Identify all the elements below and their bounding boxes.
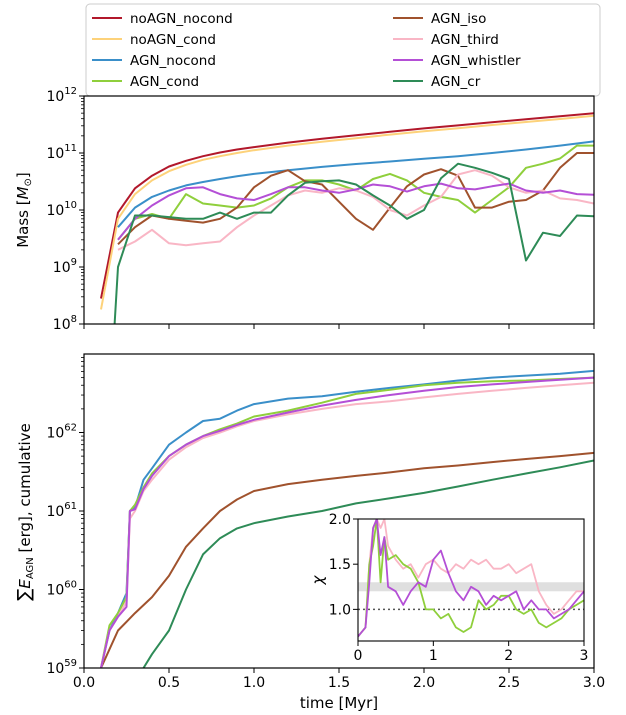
chi-inset-frame — [357, 518, 585, 642]
energy-axis-label: ∑EAGN [erg], cumulative — [14, 423, 36, 601]
chi-axis-label: χ — [309, 574, 327, 585]
legend: noAGN_nocond noAGN_cond AGN_nocond AGN_cond… — [85, 3, 601, 97]
energy-axis-label-symbol: E — [16, 579, 34, 589]
energy-ytick-label: 1060 — [46, 580, 77, 599]
energy-series-agn-iso — [100, 451, 594, 668]
mass-series-noagn-cond — [100, 114, 594, 310]
chi-xtick-label: 2 — [504, 648, 513, 664]
mass-axis-label: Mass [M⊙] — [14, 172, 34, 248]
energy-xtick-label: 1.0 — [243, 675, 265, 691]
mass-ytick-label: 1012 — [46, 86, 77, 105]
energy-ytick-label: 1062 — [46, 423, 77, 442]
mass-series-noagn-nocond — [100, 112, 594, 299]
energy-xtick-label: 0.0 — [73, 675, 95, 691]
mass-axis-label-symbol: M — [14, 186, 32, 199]
mass-series-agn-cr — [113, 162, 594, 324]
legend-label-agn-cr: AGN_cr — [431, 74, 481, 90]
mass-ytick-label: 1011 — [46, 143, 77, 162]
chi-series-agn-whistler — [358, 519, 584, 638]
chi-series-agn-cond — [358, 519, 584, 638]
energy-series-agn-whistler — [100, 376, 594, 668]
energy-xtick-label: 2.0 — [413, 675, 435, 691]
chi-series-agn-third — [358, 519, 584, 638]
mass-axis-label-sub: ⊙ — [23, 178, 34, 186]
chi-xtick-label: 0 — [354, 648, 363, 664]
chi-inset-background — [358, 519, 584, 641]
mass-ytick-label: 109 — [53, 257, 77, 276]
energy-axis-label-suffix: [erg], cumulative — [16, 423, 34, 557]
energy-xtick-label: 2.5 — [498, 675, 520, 691]
chi-xtick-label: 3 — [580, 648, 589, 664]
chi-xtick-label: 1 — [429, 648, 438, 664]
chi-ytick-label: 2.0 — [329, 512, 351, 528]
energy-xtick-label: 1.5 — [328, 675, 350, 691]
energy-panel: 0.0 0.5 1.0 1.5 2.0 2.5 3.0 1059 1060 1061 1062 ∑E… — [14, 353, 605, 712]
energy-axis-label-sub: AGN — [25, 557, 36, 579]
chi-inset: 0 1 2 3 1.0 1.5 2.0 χ — [309, 512, 588, 664]
legend-label-noagn-nocond: noAGN_nocond — [130, 11, 233, 27]
energy-ytick-label: 1061 — [46, 501, 77, 520]
legend-label-agn-iso: AGN_iso — [431, 11, 486, 27]
mass-axis-label-prefix: Mass [ — [14, 199, 32, 247]
energy-xtick-label: 0.5 — [158, 675, 180, 691]
mass-ytick-label: 108 — [53, 314, 77, 333]
legend-label-noagn-cond: noAGN_cond — [130, 32, 216, 48]
legend-label-agn-nocond: AGN_nocond — [130, 53, 216, 69]
energy-ytick-label: 1059 — [46, 658, 77, 677]
mass-axis-label-suffix: ] — [14, 172, 32, 178]
energy-axis-label-sum: ∑ — [14, 589, 35, 601]
energy-series-agn-cr — [142, 459, 594, 668]
x-axis-label: time [Myr] — [300, 694, 378, 712]
mass-ytick-label: 1010 — [46, 200, 77, 219]
mass-series-agn-iso — [117, 152, 594, 246]
chi-ytick-label: 1.0 — [329, 602, 351, 618]
legend-label-agn-whistler: AGN_whistler — [431, 53, 521, 69]
chi-ytick-label: 1.5 — [329, 557, 351, 573]
mass-series-agn-third — [117, 169, 594, 251]
legend-label-agn-cond: AGN_cond — [130, 74, 199, 90]
legend-label-agn-third: AGN_third — [431, 32, 499, 48]
energy-xtick-label: 3.0 — [583, 675, 605, 691]
mass-panel: 108 109 1010 1011 1012 Mass [M⊙] — [14, 86, 595, 333]
mass-series-agn-whistler — [117, 182, 594, 241]
